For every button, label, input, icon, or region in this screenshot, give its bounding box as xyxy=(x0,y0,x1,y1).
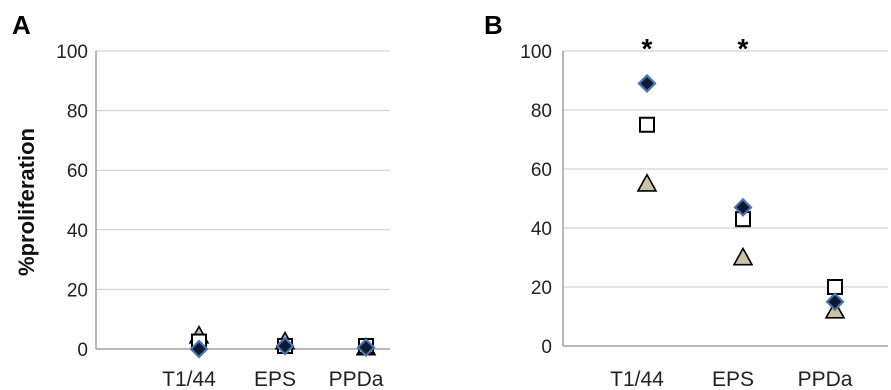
square-marker xyxy=(639,116,655,133)
diamond-marker xyxy=(637,73,657,94)
triangle-marker xyxy=(732,246,754,266)
square-marker xyxy=(827,279,843,295)
y-tick-label: 40 xyxy=(531,219,552,240)
y-tick-label: 0 xyxy=(541,337,552,358)
panel-b-x-categories: T1/44 EPS PPDa xyxy=(610,368,853,390)
diamond-marker xyxy=(189,339,209,359)
y-tick-label: 20 xyxy=(67,280,88,301)
significance-asterisk: * xyxy=(738,33,749,64)
x-category-label: T1/44 xyxy=(162,368,216,390)
y-tick-label: 40 xyxy=(67,221,88,242)
x-category-label: PPDa xyxy=(329,368,384,390)
y-tick-label: 100 xyxy=(520,42,552,63)
y-tick-label: 60 xyxy=(67,161,88,182)
triangle-marker xyxy=(636,173,658,192)
x-category-label: EPS xyxy=(254,368,296,390)
diamond-marker xyxy=(825,292,845,312)
y-tick-label: 80 xyxy=(67,102,88,123)
y-axis-title: %proliferation xyxy=(14,128,39,276)
panel-a-x-categories: T1/44 EPS PPDa xyxy=(162,368,384,390)
x-category-label: T1/44 xyxy=(610,368,664,390)
panel-b-letter: B xyxy=(484,10,503,40)
significance-asterisk: * xyxy=(642,33,653,64)
y-tick-label: 60 xyxy=(531,160,552,181)
y-tick-label: 0 xyxy=(77,340,88,361)
y-tick-label: 80 xyxy=(531,101,552,122)
diamond-marker xyxy=(356,337,376,358)
panel-b-significance-marks: * * xyxy=(642,33,749,64)
x-category-label: EPS xyxy=(712,368,754,390)
y-tick-label: 100 xyxy=(56,42,88,63)
panel-a-data-points xyxy=(188,324,377,359)
panel-b-gridlines xyxy=(562,50,888,347)
x-category-label: PPDa xyxy=(798,368,853,390)
panel-b-data-points xyxy=(636,73,846,319)
y-tick-label: 20 xyxy=(531,278,552,299)
panel-a-y-ticks: 0 20 40 60 80 100 xyxy=(56,42,88,361)
panel-a: A %proliferation 0 20 40 60 80 100 T1/44 EPS PP… xyxy=(12,10,390,390)
panel-a-letter: A xyxy=(12,10,31,40)
panel-b-y-ticks: 0 20 40 60 80 100 xyxy=(520,42,552,358)
panel-a-gridlines xyxy=(95,50,390,350)
diamond-marker xyxy=(275,336,295,356)
diamond-marker xyxy=(733,197,753,217)
